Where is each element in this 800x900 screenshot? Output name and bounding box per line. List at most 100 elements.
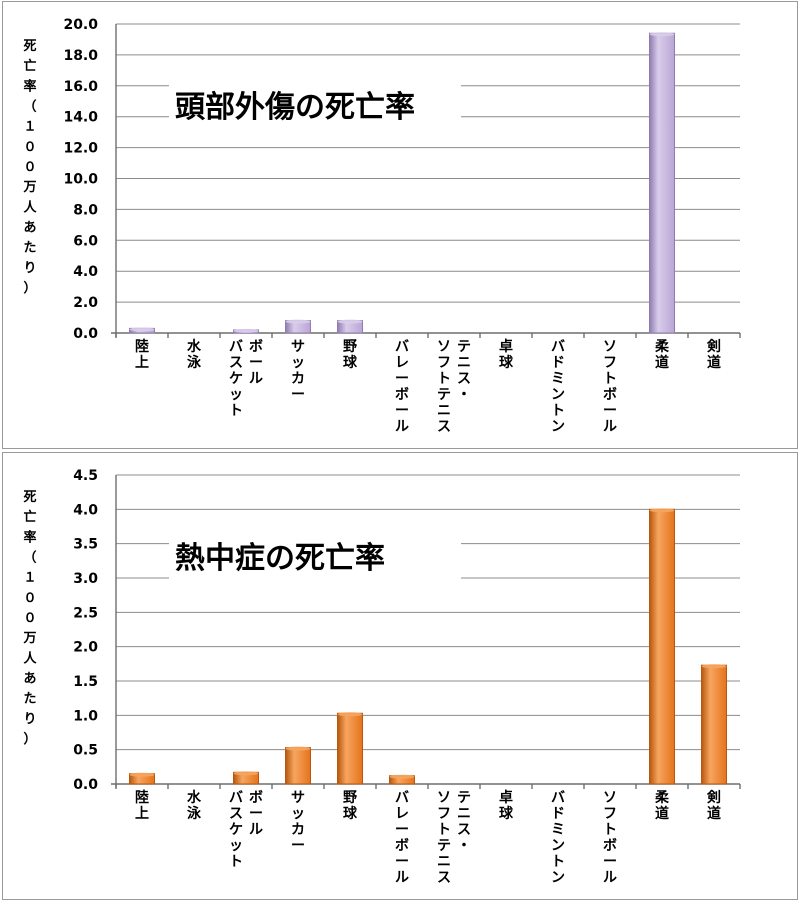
x-category-label: バレーボール bbox=[395, 339, 409, 435]
x-category-label-line: 柔道 bbox=[654, 339, 670, 371]
heatstroke-chart-panel: 0.0 0.5 1.0 1.5 2.0 2.5 3.0 3.5 4.0 4.5 陸上 水泳 バスケットボ… bbox=[2, 452, 798, 900]
x-category-label-line: テニス・ bbox=[457, 339, 471, 403]
y-tick-label: 3.0 bbox=[73, 571, 98, 587]
bar-cap bbox=[649, 508, 675, 513]
chart-title-background bbox=[169, 535, 461, 579]
x-category-label-line: 陸上 bbox=[135, 789, 149, 822]
x-category-label: サッカー bbox=[291, 790, 305, 854]
x-category-label-line: バレーボール bbox=[395, 790, 409, 886]
bar-cap bbox=[129, 772, 155, 777]
x-category-label: ソフトボール bbox=[603, 339, 617, 435]
bar-cap bbox=[337, 712, 363, 717]
x-category-label: 水泳 bbox=[187, 789, 202, 822]
x-category-label: バレーボール bbox=[395, 790, 409, 886]
y-tick-label: 14.0 bbox=[63, 110, 98, 126]
x-category-label-line: 剣道 bbox=[706, 338, 721, 371]
y-tick-label: 6.0 bbox=[73, 233, 98, 249]
x-category-label: 野球 bbox=[343, 339, 358, 371]
x-category-label-line: バドミントン bbox=[551, 339, 565, 435]
x-category-label: 卓球 bbox=[499, 338, 514, 371]
x-category-label-line: ソフトテニス bbox=[437, 339, 451, 435]
bar-cap bbox=[285, 319, 311, 324]
x-category-label-line: テニス・ bbox=[457, 790, 471, 854]
x-category-label-line: バレーボール bbox=[395, 339, 409, 435]
bar bbox=[649, 508, 675, 785]
x-category-label-line: 野球 bbox=[343, 339, 358, 371]
x-category-label-line: ボール bbox=[249, 790, 263, 838]
y-tick-label: 10.0 bbox=[63, 172, 98, 188]
y-tick-label: 3.5 bbox=[73, 537, 98, 553]
x-category-label-line: サッカー bbox=[291, 790, 305, 854]
x-category-label-line: 柔道 bbox=[654, 790, 670, 822]
x-category-label-line: ボール bbox=[249, 339, 263, 387]
x-category-label-line: バスケット bbox=[229, 339, 243, 419]
y-axis-label: 死亡率（１００万人あたり） bbox=[22, 39, 37, 296]
bar bbox=[285, 747, 311, 785]
bar-cap bbox=[649, 32, 675, 37]
x-category-label: 柔道 bbox=[654, 790, 670, 822]
x-category-label-line: 剣道 bbox=[706, 789, 721, 822]
x-category-label: サッカー bbox=[291, 339, 305, 403]
x-category-label: ソフトボール bbox=[603, 790, 617, 886]
y-tick-label: 0.0 bbox=[73, 777, 98, 793]
y-tick-label: 1.5 bbox=[73, 674, 98, 690]
x-category-label: バドミントン bbox=[551, 339, 565, 435]
x-category-label-line: 卓球 bbox=[499, 338, 514, 371]
x-category-label-line: サッカー bbox=[291, 339, 305, 403]
bar-cap bbox=[701, 664, 727, 669]
chart-title: 熱中症の死亡率 bbox=[175, 541, 385, 576]
x-category-label-line: ソフトボール bbox=[603, 790, 617, 886]
x-category-label-line: 野球 bbox=[343, 790, 358, 822]
y-tick-label: 18.0 bbox=[63, 48, 98, 64]
x-category-label-line: 卓球 bbox=[499, 789, 514, 822]
x-category-label: 陸上 bbox=[135, 789, 149, 822]
x-category-label: バドミントン bbox=[551, 790, 565, 886]
chart-title-background bbox=[169, 84, 461, 128]
y-tick-label: 2.0 bbox=[73, 295, 98, 311]
x-category-label-line: ソフトボール bbox=[603, 339, 617, 435]
bar-cap bbox=[285, 746, 311, 751]
bar-cap bbox=[233, 328, 259, 333]
y-tick-label: 20.0 bbox=[63, 17, 98, 33]
bar-cap bbox=[389, 774, 415, 779]
chart-title: 頭部外傷の死亡率 bbox=[175, 90, 415, 125]
y-tick-label: 0.0 bbox=[73, 326, 98, 342]
y-tick-label: 12.0 bbox=[63, 141, 98, 157]
y-axis-label: 死亡率（１００万人あたり） bbox=[22, 490, 37, 747]
y-tick-label: 4.0 bbox=[73, 264, 98, 280]
x-category-label: 野球 bbox=[343, 790, 358, 822]
head-injury-chart-panel: 0.0 2.0 4.0 6.0 8.0 10.0 12.0 14.0 16.0 18.0 20.0 陸… bbox=[2, 1, 798, 449]
bar bbox=[649, 32, 675, 334]
y-tick-label: 4.0 bbox=[73, 502, 98, 518]
y-tick-label: 4.5 bbox=[73, 468, 98, 484]
x-category-label-line: バドミントン bbox=[551, 790, 565, 886]
y-tick-label: 1.0 bbox=[73, 708, 98, 724]
y-tick-label: 8.0 bbox=[73, 202, 98, 218]
x-category-label-line: 水泳 bbox=[187, 338, 202, 371]
bar-cap bbox=[233, 771, 259, 776]
bar bbox=[337, 712, 363, 785]
heatstroke-chart: 0.00.51.01.52.02.53.03.54.04.5陸上水泳バスケットボ… bbox=[22, 468, 741, 886]
y-tick-label: 0.5 bbox=[73, 743, 98, 759]
y-tick-label: 2.5 bbox=[73, 605, 98, 621]
bar bbox=[701, 664, 727, 785]
y-tick-label: 16.0 bbox=[63, 79, 98, 95]
bar-cap bbox=[129, 327, 155, 332]
x-category-label-line: バスケット bbox=[229, 790, 243, 870]
x-category-label: 柔道 bbox=[654, 339, 670, 371]
x-category-label: 卓球 bbox=[499, 789, 514, 822]
x-category-label-line: ソフトテニス bbox=[437, 790, 451, 886]
x-category-label-line: 陸上 bbox=[135, 338, 149, 371]
x-category-label: 水泳 bbox=[187, 338, 202, 371]
x-category-label: 剣道 bbox=[706, 789, 721, 822]
x-category-label: 剣道 bbox=[706, 338, 721, 371]
x-category-label-line: 水泳 bbox=[187, 789, 202, 822]
y-tick-label: 2.0 bbox=[73, 640, 98, 656]
x-category-label: 陸上 bbox=[135, 338, 149, 371]
head-injury-chart: 0.0 2.0 4.0 6.0 8.0 10.0 12.0 14.0 16.0 18.0 20.0 陸… bbox=[22, 17, 741, 435]
bar-cap bbox=[337, 319, 363, 324]
